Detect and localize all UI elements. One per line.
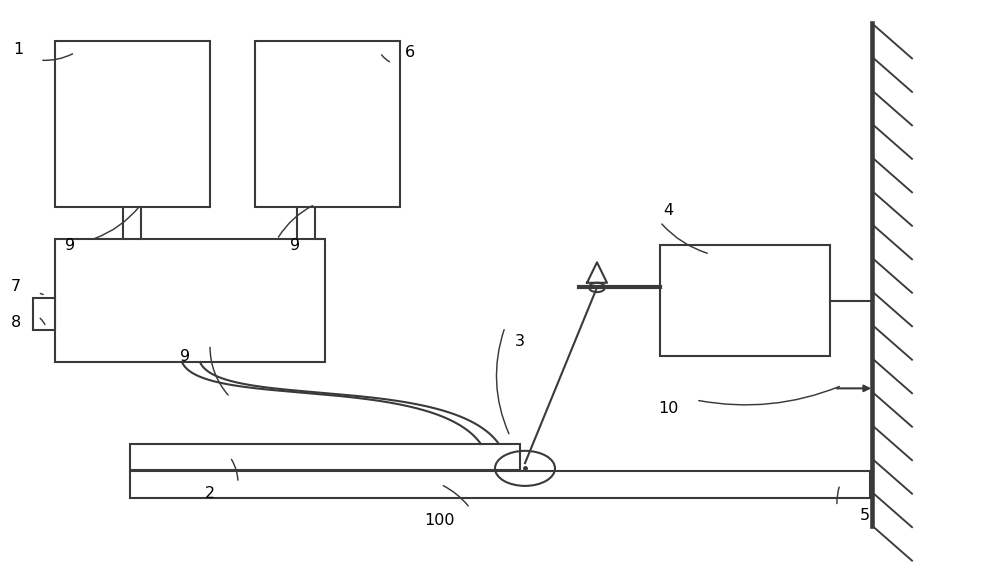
Text: 9: 9 <box>290 238 300 253</box>
Bar <box>55 239 325 362</box>
Text: 9: 9 <box>180 349 190 364</box>
Text: 6: 6 <box>405 45 415 60</box>
Text: 3: 3 <box>515 334 525 349</box>
Bar <box>660 245 830 356</box>
Text: 7: 7 <box>11 279 21 294</box>
Bar <box>55 41 210 207</box>
Bar <box>130 444 520 470</box>
Text: 1: 1 <box>13 42 23 57</box>
Text: 100: 100 <box>425 513 455 529</box>
Text: 2: 2 <box>205 486 215 501</box>
Bar <box>130 471 870 498</box>
Text: 10: 10 <box>658 401 678 416</box>
Text: 8: 8 <box>11 315 21 330</box>
Bar <box>255 41 400 207</box>
Text: 9: 9 <box>65 238 75 253</box>
Text: 5: 5 <box>860 507 870 523</box>
Text: 4: 4 <box>663 203 673 218</box>
Bar <box>33 298 55 330</box>
